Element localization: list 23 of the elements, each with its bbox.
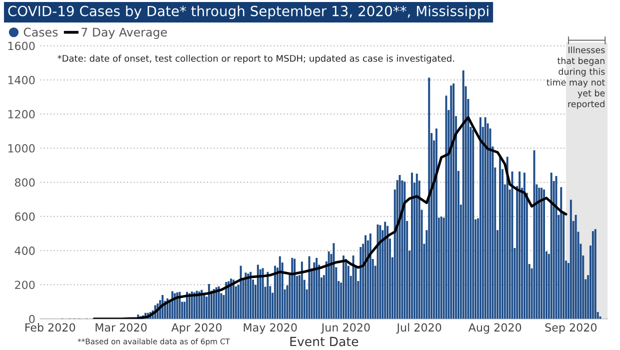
y-tick-label: 0	[29, 314, 35, 324]
y-tick-label: 1600	[8, 42, 35, 50]
y-tick-label: 600	[15, 212, 35, 221]
x-tick-label: Mar 2020	[96, 323, 147, 332]
y-tick-label: 1000	[8, 144, 35, 153]
chart-title: COVID-19 Cases by Date* through September 13, 2020**, Mississippi	[8, 6, 488, 19]
y-tick-label: 200	[15, 280, 35, 290]
x-tick-label: Feb 2020	[25, 323, 76, 332]
x-tick-label: Jun 2020	[320, 323, 370, 334]
x-tick-label: Sep 2020	[545, 323, 597, 334]
x-tick-label: Apr 2020	[171, 323, 222, 334]
annotation: *Date: date of onset, test collection or report to MSDH; updated as case is investigated.	[58, 54, 454, 64]
x-tick-label: Aug 2020	[468, 323, 522, 334]
legend-label: 7 Day Average	[82, 28, 167, 39]
x-tick-label: Jul 2020	[396, 323, 442, 334]
x-axis-title: Event Date	[290, 336, 358, 346]
y-tick-label: 1400	[8, 76, 35, 84]
legend-label: Cases	[24, 28, 58, 37]
y-tick-label: 400	[14, 246, 35, 255]
x-tick-label: May 2020	[244, 323, 297, 334]
y-tick-label: 800	[14, 178, 35, 187]
band-label: Illnesses that began during this time may not yet be reported	[546, 46, 605, 109]
y-tick-label: 1200	[8, 110, 35, 118]
